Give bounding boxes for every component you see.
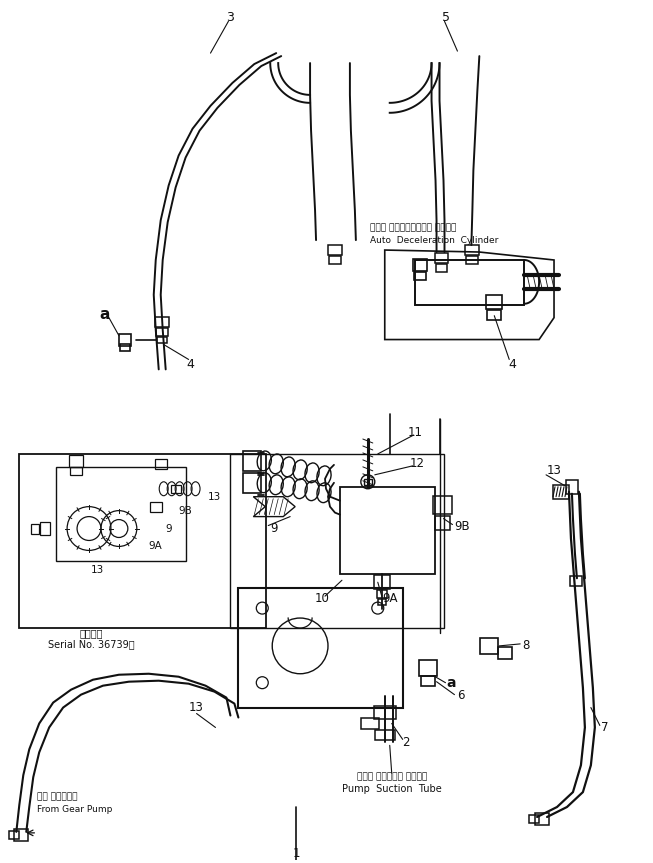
Text: Pump  Suction  Tube: Pump Suction Tube: [342, 784, 441, 794]
Text: Auto  Deceleration  Cylinder: Auto Deceleration Cylinder: [370, 236, 498, 244]
Text: 9A: 9A: [382, 592, 397, 605]
Text: 2: 2: [402, 736, 409, 749]
Text: ポンプ サクション チューブ: ポンプ サクション チューブ: [357, 772, 427, 782]
Text: 6: 6: [458, 690, 465, 702]
Text: 5: 5: [443, 11, 451, 24]
Text: 4: 4: [187, 358, 195, 371]
Bar: [40, 521, 50, 535]
Text: 7: 7: [601, 721, 609, 734]
Bar: [31, 524, 39, 533]
Text: 9: 9: [270, 522, 278, 535]
Text: 4: 4: [508, 358, 516, 371]
Text: 11: 11: [408, 425, 423, 438]
Text: a: a: [100, 307, 110, 322]
Bar: [378, 599, 386, 605]
Text: 12: 12: [410, 457, 425, 470]
Bar: [486, 295, 502, 309]
Text: ギヤ ポンプから: ギヤ ポンプから: [37, 792, 78, 802]
Bar: [20, 454, 266, 628]
Text: 3: 3: [227, 11, 234, 24]
Bar: [155, 328, 168, 336]
Bar: [170, 485, 181, 493]
Text: 8: 8: [522, 639, 530, 652]
Bar: [498, 647, 512, 658]
Text: 13: 13: [547, 464, 562, 477]
Bar: [238, 589, 403, 708]
Bar: [244, 451, 261, 471]
Bar: [364, 479, 372, 485]
Bar: [150, 501, 162, 512]
Bar: [487, 310, 502, 319]
Bar: [155, 317, 168, 326]
Text: オート デセラレーション シリンダ: オート デセラレーション シリンダ: [370, 224, 456, 233]
Text: 1: 1: [293, 847, 300, 860]
Bar: [340, 487, 434, 574]
Bar: [155, 459, 167, 469]
Bar: [70, 467, 82, 475]
Bar: [481, 638, 498, 654]
Bar: [361, 717, 379, 729]
Text: 9B: 9B: [454, 520, 470, 533]
Bar: [419, 660, 436, 676]
Bar: [377, 590, 387, 598]
Text: 9: 9: [166, 524, 172, 533]
Bar: [56, 467, 185, 561]
Bar: [14, 828, 28, 841]
Bar: [566, 480, 578, 494]
Bar: [529, 815, 539, 823]
Bar: [9, 831, 20, 839]
Bar: [69, 455, 83, 467]
Bar: [157, 337, 167, 343]
Bar: [413, 259, 426, 271]
Bar: [421, 676, 434, 686]
Bar: [434, 253, 449, 263]
Bar: [436, 264, 447, 272]
Text: 適用号機: 適用号機: [79, 628, 103, 638]
Bar: [374, 576, 390, 589]
Bar: [432, 495, 453, 513]
Text: a: a: [447, 676, 456, 690]
Text: 13: 13: [91, 565, 104, 576]
Bar: [570, 576, 582, 586]
Text: Serial No. 36739～: Serial No. 36739～: [48, 639, 135, 649]
Bar: [374, 706, 396, 720]
Bar: [535, 813, 549, 825]
Text: 9B: 9B: [179, 506, 193, 515]
Bar: [120, 343, 130, 351]
Bar: [244, 473, 261, 493]
Bar: [466, 245, 479, 255]
Text: 9A: 9A: [149, 541, 163, 551]
Text: From Gear Pump: From Gear Pump: [37, 804, 112, 814]
Text: 13: 13: [189, 701, 204, 714]
Bar: [413, 272, 426, 280]
Bar: [329, 256, 341, 264]
Bar: [231, 454, 445, 628]
Bar: [328, 245, 342, 255]
Bar: [553, 485, 569, 499]
Text: 10: 10: [315, 592, 330, 605]
Bar: [119, 334, 131, 345]
Bar: [415, 260, 524, 305]
Bar: [434, 515, 451, 530]
Bar: [375, 730, 394, 740]
Bar: [466, 256, 479, 264]
Text: 13: 13: [208, 492, 221, 501]
